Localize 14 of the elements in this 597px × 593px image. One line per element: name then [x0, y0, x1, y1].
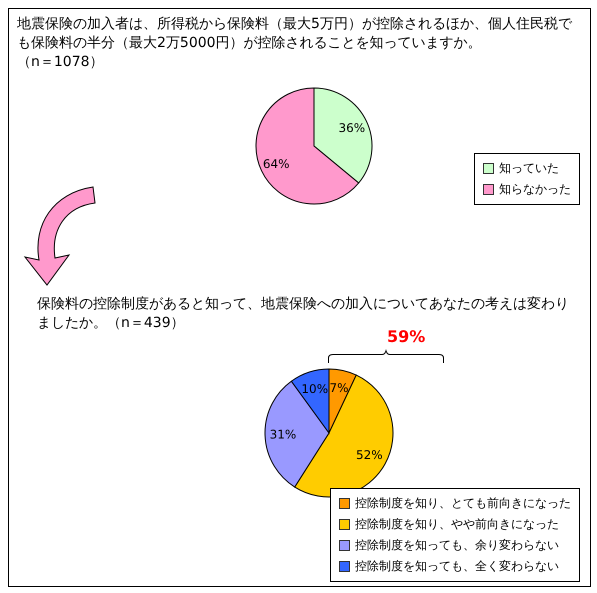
chart-title: 地震保険の加入者は、所得税から保険料（最大5万円）が控除されるほか、個人住民税でも保険料の半分（最大2万5000円）が控除されることを知っていますか。	[17, 15, 574, 53]
data-label: 31%	[270, 427, 296, 442]
legend-label: 控除制度を知っても、全く変わらない	[355, 558, 559, 575]
legend-label: 控除制度を知っても、余り変わらない	[355, 537, 559, 554]
legend-label: 控除制度を知り、やや前向きになった	[355, 516, 559, 533]
data-label: 36%	[338, 121, 366, 136]
legend-label: 知らなかった	[499, 181, 571, 198]
data-label: 52%	[356, 448, 383, 462]
data-label: 10%	[301, 382, 328, 396]
legend-label: 控除制度を知り、とても前向きになった	[355, 495, 571, 512]
legend-label: 知っていた	[499, 160, 559, 177]
text: （n＝1078）	[17, 53, 105, 72]
data-label: 7%	[330, 381, 349, 396]
data-label: 64%	[262, 156, 290, 171]
